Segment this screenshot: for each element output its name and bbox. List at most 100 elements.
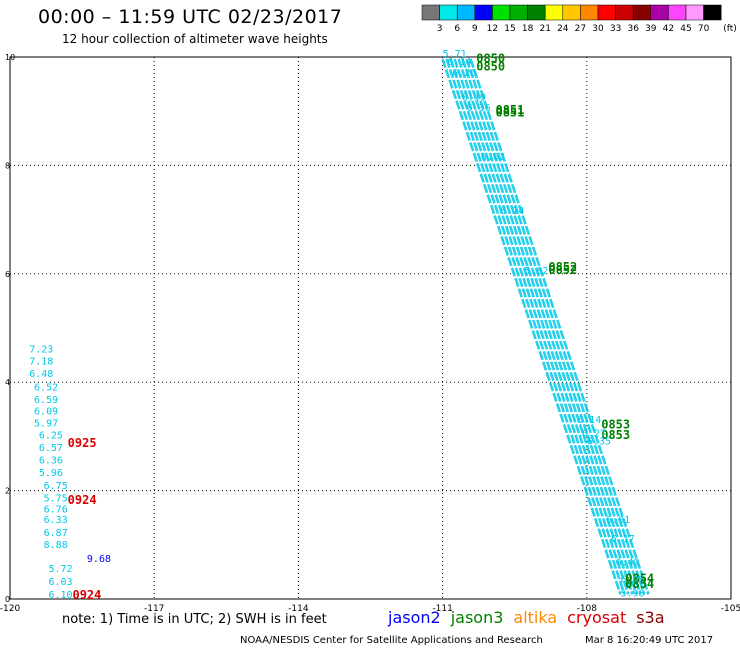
colorbar-label: 36 <box>627 24 639 34</box>
colorbar-swatch <box>650 4 669 21</box>
data-label-jason3: 0850 <box>476 60 505 74</box>
track-band-stroke <box>441 58 622 595</box>
data-label-swh_diagonal_track: 6.14 <box>447 57 471 68</box>
legend-jason3: jason3 <box>450 608 504 627</box>
data-label-swh_west_track: 6.52 <box>34 382 58 393</box>
data-labels: 9.68085008500851085108520852085308530854… <box>29 49 654 602</box>
colorbar-swatch <box>456 4 476 21</box>
legend-altika: altika <box>513 608 558 627</box>
data-label-swh_diagonal_track: 6.35 <box>587 437 611 448</box>
colorbar-label: 30 <box>592 24 604 34</box>
data-label-swh_west_track: 6.09 <box>34 407 58 418</box>
data-label-swh_west_track: 5.72 <box>48 564 72 575</box>
data-label-swh_west_track: 6.59 <box>34 395 58 406</box>
data-label-swh_west_track: 6.57 <box>39 443 63 454</box>
colorbar-label: 33 <box>610 24 621 34</box>
data-label-jason3: 0854 <box>625 572 654 586</box>
data-label-swh_west_track: 6.25 <box>39 431 63 442</box>
y-tick-label: 4 <box>5 378 10 387</box>
colorbar-swatch <box>632 4 652 21</box>
colorbar-label: 42 <box>663 24 674 34</box>
data-label-swh_west_track: 7.18 <box>29 356 53 367</box>
data-label-swh_west_track: 6.75 <box>44 481 68 492</box>
data-label-swh_west_track: 5.96 <box>39 468 63 479</box>
colorbar-label: 24 <box>557 24 569 34</box>
colorbar-label: 70 <box>698 24 710 34</box>
data-label-jason3: 0853 <box>601 428 630 442</box>
data-label-swh_west_track: 6.03 <box>48 577 72 588</box>
track-band-stroke <box>457 58 638 595</box>
data-label-swh_diagonal_track: 6.19 <box>462 92 486 103</box>
data-label-cryosat: 0924 <box>72 588 101 602</box>
colorbar-swatch <box>439 4 458 21</box>
data-label-swh_diagonal_track: 6.14 <box>500 206 524 217</box>
track-band-stroke <box>465 58 646 595</box>
data-label-swh_diagonal_track: 6.14 <box>577 415 601 426</box>
plot-area <box>9 56 732 600</box>
data-label-swh_diagonal_track: 5.82 <box>524 266 548 277</box>
track-band-stroke <box>461 58 642 595</box>
wave-height-colorbar: 3 6 9 12 15 18 21 24 27 30 33 36 39 42 45 70 (ft) <box>421 4 737 34</box>
data-label-jason2: 9.68 <box>87 554 111 565</box>
legend-cryosat: cryosat <box>567 608 627 627</box>
y-tick-label: 8 <box>5 161 10 170</box>
colorbar-label: 3 <box>437 24 443 34</box>
footer-note: note: 1) Time is in UTC; 2) SWH is in fe… <box>62 612 327 627</box>
colorbar-label: 21 <box>539 24 550 34</box>
colorbar-swatch <box>527 4 546 21</box>
data-label-jason3: 0852 <box>548 263 577 277</box>
track-band-stroke <box>453 58 634 595</box>
generated-timestamp: Mar 8 16:20:49 UTC 2017 <box>585 635 714 646</box>
colorbar-label: 45 <box>680 24 691 34</box>
colorbar-swatch <box>580 4 599 21</box>
legend-s3a: s3a <box>636 608 665 627</box>
data-label-cryosat: 0924 <box>68 493 97 507</box>
colorbar-label: 9 <box>472 24 478 34</box>
data-label-swh_west_track: 5.97 <box>34 419 58 430</box>
data-label-swh_diagonal_track: 6.01 <box>606 515 630 526</box>
colorbar-swatch <box>474 4 493 21</box>
data-label-jason3: 0852 <box>548 260 577 274</box>
data-label-swh_west_track: 6.33 <box>44 515 68 526</box>
colorbar-label: 39 <box>645 24 657 34</box>
colorbar-swatch <box>509 4 528 21</box>
data-label-jason3: 0850 <box>476 51 505 65</box>
axis-ticks: -120 -117 -114 -111 -108 -105 0 2 4 6 8 10 <box>0 53 740 614</box>
colorbar-unit: (ft) <box>723 24 737 34</box>
data-label-swh_diagonal_track: 6.42 <box>616 557 640 568</box>
data-label-jason3: 0853 <box>601 417 630 431</box>
track-band-stroke <box>469 58 650 595</box>
plot-border <box>9 56 732 600</box>
colorbar-label: 12 <box>487 24 498 34</box>
data-label-swh_west_track: 6.76 <box>44 504 68 515</box>
x-tick-label: -111 <box>432 604 452 614</box>
data-label-swh_diagonal_track: 6.26 <box>452 68 476 79</box>
colorbar-swatch <box>492 4 511 21</box>
colorbar-swatch <box>544 4 564 21</box>
data-label-swh_diagonal_track: 6.62 <box>481 152 505 163</box>
x-tick-label: -108 <box>577 604 598 614</box>
x-tick-label: -105 <box>721 604 740 614</box>
data-label-swh_diagonal_track: 5.71 <box>443 49 467 60</box>
track-band-stroke <box>449 58 630 595</box>
colorbar-label: 27 <box>575 24 586 34</box>
chart-title: 00:00 – 11:59 UTC 02/23/2017 <box>38 6 343 28</box>
data-label-jason3: 0851 <box>495 103 524 117</box>
colorbar-label: 6 <box>454 24 460 34</box>
data-label-jason3: 0854 <box>625 577 654 591</box>
x-tick-label: -120 <box>0 604 20 614</box>
credit-line: NOAA/NESDIS Center for Satellite Applica… <box>240 635 543 646</box>
y-tick-label: 6 <box>5 270 10 279</box>
data-label-swh_west_track: 6.48 <box>29 369 53 380</box>
data-label-swh_diagonal_track: 6.06 <box>620 575 644 586</box>
data-label-swh_diagonal_track: 6.17 <box>611 534 635 545</box>
colorbar-swatch <box>703 4 722 21</box>
satellite-legend: jason2 jason3 altika cryosat s3a <box>388 608 675 627</box>
x-tick-label: -114 <box>288 604 309 614</box>
data-label-swh_west_track: 8.88 <box>44 540 68 551</box>
data-label-swh_diagonal_track: 6.27 <box>582 428 606 439</box>
data-label-swh_diagonal_track: 6.36 <box>467 103 491 114</box>
chart-subtitle: 12 hour collection of altimeter wave hei… <box>62 32 328 46</box>
colorbar-swatch <box>615 4 634 21</box>
data-label-swh_diagonal_track: 5.98 <box>620 588 644 599</box>
